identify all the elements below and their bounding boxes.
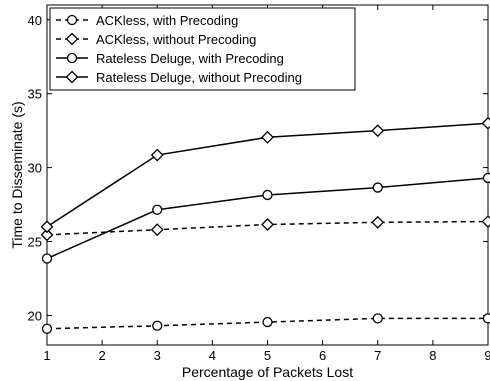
y-tick-label: 25: [28, 235, 42, 250]
legend-swatch-marker: [65, 70, 79, 84]
data-point: [261, 130, 274, 144]
x-tick-label: 3: [154, 348, 161, 363]
data-point: [372, 313, 383, 324]
x-tick-label: 1: [43, 348, 50, 363]
data-point: [41, 253, 53, 264]
data-point: [262, 316, 273, 328]
x-tick-label: 5: [264, 348, 271, 363]
legend-entry: Rateless Deluge, with Precoding: [96, 51, 284, 66]
data-point: [262, 189, 273, 201]
data-point: [372, 182, 383, 193]
data-point: [371, 124, 385, 138]
data-point: [40, 220, 54, 234]
data-point: [371, 215, 385, 229]
x-tick-label: 8: [429, 348, 436, 363]
y-tick-label: 30: [28, 161, 42, 176]
legend: ACKless, with Precoding ACKless, without …: [49, 7, 356, 91]
data-point: [40, 228, 54, 242]
legend-swatch-marker: [66, 52, 78, 64]
y-tick-label: 40: [28, 13, 42, 28]
legend-entry: ACKless, with Precoding: [96, 13, 238, 28]
x-axis-label: Percentage of Packets Lost: [182, 364, 353, 380]
data-point: [150, 148, 164, 162]
data-point: [152, 204, 163, 215]
legend-entry: Rateless Deluge, without Precoding: [96, 70, 302, 85]
data-point: [481, 215, 490, 228]
legend-entry: ACKless, without Precoding: [96, 32, 256, 47]
y-axis-label: Time to Disseminate (s): [9, 101, 25, 248]
data-point: [481, 116, 490, 130]
x-tick-label: 2: [99, 348, 106, 363]
x-tick-label: 7: [374, 348, 381, 363]
data-point: [152, 320, 163, 331]
series-3: [40, 116, 490, 234]
y-tick-label: 20: [28, 308, 42, 323]
series-layer: [40, 116, 490, 334]
legend-swatch-marker: [65, 32, 79, 46]
series-2: [41, 172, 490, 264]
series-0: [41, 313, 490, 334]
legend-box: [49, 7, 356, 91]
legend-swatch-marker: [66, 14, 78, 26]
x-tick-label: 4: [209, 348, 216, 363]
data-point: [150, 223, 164, 237]
data-point: [41, 323, 53, 334]
y-tick-label: 35: [28, 87, 42, 102]
data-point: [261, 218, 274, 231]
series-1: [40, 215, 490, 242]
x-tick-label: 6: [319, 348, 326, 363]
data-point: [482, 172, 490, 184]
x-tick-label: 9: [484, 348, 490, 363]
data-point: [482, 313, 490, 324]
